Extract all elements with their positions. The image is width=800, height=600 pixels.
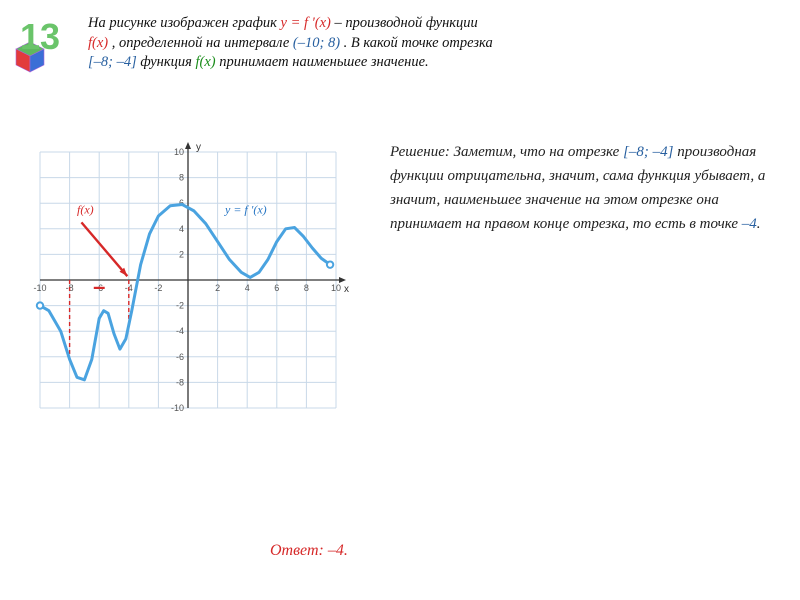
slide-number: 13	[20, 16, 60, 58]
svg-text:-10: -10	[33, 283, 46, 293]
svg-text:8: 8	[179, 173, 184, 183]
svg-text:y = f '(x): y = f '(x)	[224, 202, 267, 216]
svg-text:-6: -6	[176, 352, 184, 362]
text: . В какой точке отрезка	[344, 35, 493, 51]
derivative-chart: -10-8-6-4-2246810-10-8-6-4-2246810yxf(x)…	[18, 130, 358, 430]
svg-text:–: –	[93, 274, 105, 299]
text: – производной функции	[334, 15, 477, 31]
problem-statement: На рисунке изображен график у = f '(x) –…	[88, 14, 770, 73]
svg-text:8: 8	[304, 283, 309, 293]
svg-text:-4: -4	[176, 326, 184, 336]
svg-text:4: 4	[245, 283, 250, 293]
slide-number-container: 13	[8, 10, 68, 58]
svg-text:-8: -8	[176, 377, 184, 387]
svg-text:-2: -2	[154, 283, 162, 293]
answer-text: Ответ: –4.	[270, 542, 348, 560]
text: функция	[140, 54, 195, 70]
interval: (–10; 8)	[293, 35, 340, 51]
svg-text:6: 6	[274, 283, 279, 293]
derivative-expr: у = f '(x)	[281, 15, 331, 31]
fx-expr: f(x)	[88, 35, 108, 51]
svg-text:-2: -2	[176, 301, 184, 311]
fx-green: f(x)	[195, 54, 215, 70]
svg-text:10: 10	[174, 147, 184, 157]
svg-text:10: 10	[331, 283, 341, 293]
svg-text:2: 2	[179, 249, 184, 259]
text: , определенной на интервале	[112, 35, 293, 51]
svg-text:4: 4	[179, 224, 184, 234]
interval: [–8; –4]	[88, 54, 137, 70]
svg-text:y: y	[196, 142, 201, 153]
text: принимает наименьшее значение.	[219, 54, 428, 70]
svg-text:x: x	[344, 284, 349, 295]
solution-text: Решение: Заметим, что на отрезке [–8; –4…	[390, 140, 770, 236]
svg-text:-10: -10	[171, 403, 184, 413]
text: На рисунке изображен график	[88, 15, 281, 31]
svg-text:f(x): f(x)	[77, 202, 94, 216]
svg-text:2: 2	[215, 283, 220, 293]
